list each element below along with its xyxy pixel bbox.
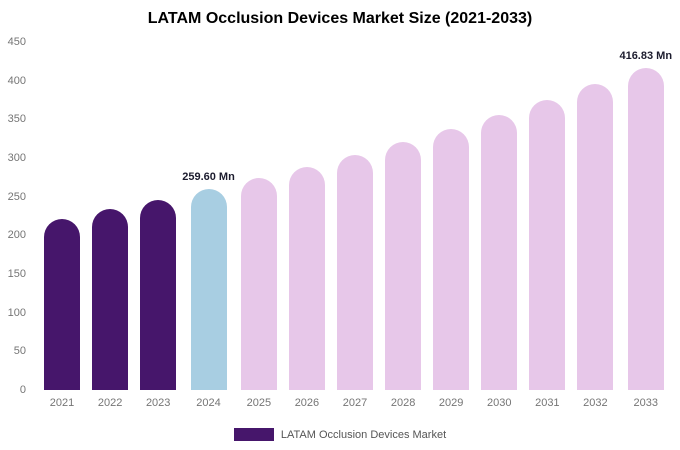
bar-2026[interactable] — [288, 166, 325, 390]
y-tick-label: 450 — [7, 36, 26, 48]
x-tick-label: 2031 — [535, 397, 560, 409]
legend-swatch — [233, 428, 274, 441]
bar-2025[interactable] — [240, 178, 277, 390]
bar-column: 2032 — [571, 42, 619, 409]
bar-2022[interactable] — [92, 209, 129, 390]
bar-column: 416.83 Mn 2033 — [619, 42, 673, 409]
bar-2033[interactable] — [627, 67, 664, 390]
bar-column: 2026 — [283, 42, 331, 409]
bar-column: 2025 — [235, 42, 283, 409]
y-tick-label: 200 — [7, 229, 26, 242]
x-tick-label: 2027 — [342, 397, 368, 409]
bar-2023[interactable] — [140, 199, 177, 390]
x-tick-label: 2021 — [49, 397, 75, 409]
bar-column: 2023 — [134, 42, 182, 409]
legend-label: LATAM Occlusion Devices Market — [280, 428, 447, 441]
bar-2027[interactable] — [337, 154, 374, 390]
bar-column: 2030 — [475, 42, 523, 409]
y-tick-label: 50 — [13, 345, 26, 358]
y-tick-label: 150 — [7, 268, 26, 280]
y-tick-label: 300 — [7, 152, 26, 164]
bar-2028[interactable] — [385, 142, 422, 390]
bar-2021[interactable] — [44, 218, 81, 390]
bar-2024[interactable] — [190, 189, 227, 390]
y-axis: 0 50 100 150 200 250 300 350 400 450 — [0, 36, 32, 396]
x-tick-label: 2022 — [97, 397, 123, 409]
bar-column: 2021 — [38, 42, 86, 409]
x-tick-label: 2026 — [294, 397, 320, 409]
bar-value-annotation: 416.83 Mn — [619, 49, 673, 62]
bar-2029[interactable] — [433, 128, 470, 390]
bar-column: 259.60 Mn 2024 — [182, 42, 235, 409]
bar-column: 2027 — [331, 42, 379, 409]
bar-2030[interactable] — [481, 114, 518, 390]
y-tick-label: 400 — [7, 74, 26, 87]
x-tick-label: 2028 — [390, 397, 416, 409]
x-tick-label: 2032 — [583, 397, 608, 409]
legend: LATAM Occlusion Devices Market — [0, 428, 680, 441]
bar-column: 2031 — [523, 42, 571, 409]
x-tick-label: 2033 — [633, 397, 658, 409]
bars-area: 2021 2022 2023 259.60 Mn 2024 2025 2026 2027 202… — [38, 42, 673, 409]
x-tick-label: 2023 — [145, 397, 171, 409]
bar-column: 2028 — [379, 42, 427, 409]
bar-value-annotation: 259.60 Mn — [182, 171, 235, 184]
y-tick-label: 0 — [19, 384, 26, 396]
bar-column: 2029 — [427, 42, 475, 409]
bar-2031[interactable] — [529, 99, 566, 390]
y-tick-label: 250 — [7, 190, 26, 203]
chart-title: LATAM Occlusion Devices Market Size (202… — [147, 10, 533, 27]
x-tick-label: 2030 — [487, 397, 512, 409]
y-tick-label: 350 — [7, 113, 26, 126]
plot-area: 2021 2022 2023 259.60 Mn 2024 2025 2026 2027 202… — [38, 42, 673, 409]
bar-2032[interactable] — [577, 84, 614, 390]
x-tick-label: 2025 — [246, 397, 272, 409]
x-tick-label: 2024 — [196, 397, 221, 409]
bar-column: 2022 — [86, 42, 134, 409]
x-tick-label: 2029 — [438, 397, 464, 409]
y-tick-label: 100 — [7, 306, 26, 319]
